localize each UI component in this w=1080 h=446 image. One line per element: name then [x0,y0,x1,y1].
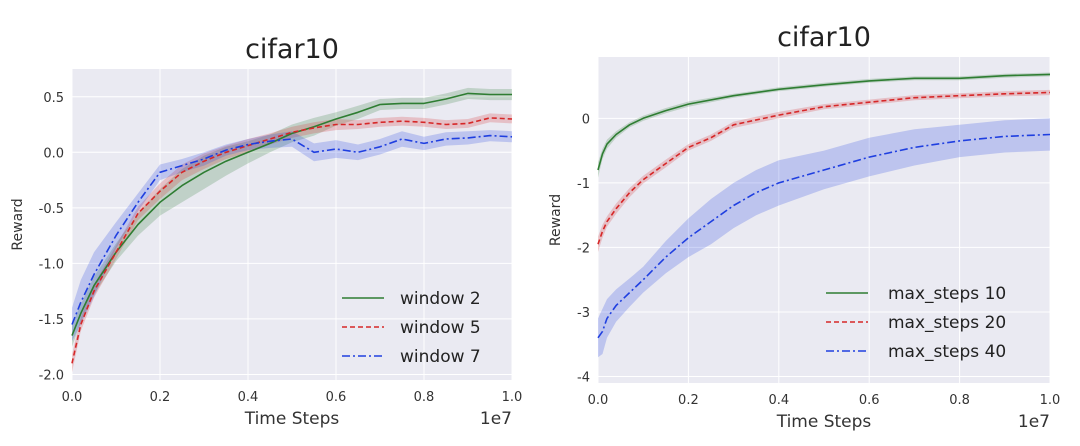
x-tick-label: 0.0 [62,390,83,405]
x-tick-label: 0.6 [326,390,347,405]
chart-panel-2: 0.0 0.2 0.4 0.6 0.8 1.0 -4 -3 -2 -1 0 cifar10 Time S… [548,22,1060,432]
x-tick-label: 0.2 [150,390,171,405]
x-tick-label: 1.0 [502,390,523,405]
legend-label: window 2 [400,289,481,309]
y-tick-label: -1.5 [39,313,64,328]
y-axis-label: Reward [10,198,26,250]
series-band-2 [72,113,512,373]
legend-label: window 7 [400,347,481,367]
x-tick-label: 0.4 [238,390,259,405]
plot-background [598,57,1050,383]
y-tick-label: -1.0 [39,257,64,272]
plot-background [72,69,512,380]
x-scale-label: 1e7 [480,409,512,429]
series-line-3 [71,134,513,325]
legend-label: window 5 [400,318,481,338]
y-tick-label: -3 [577,306,590,321]
legend-label: max_steps 10 [888,284,1006,304]
series-band-1 [598,72,1050,178]
y-tick-label: 0.5 [43,91,64,106]
series-line-3 [597,133,1051,339]
legend-label: max_steps 40 [888,342,1006,362]
x-tick-label: 0.8 [414,390,435,405]
x-scale-label: 1e7 [1018,412,1050,432]
chart-title: cifar10 [777,22,871,53]
x-tick-label: 1.0 [1040,393,1061,408]
x-axis-label: Time Steps [776,412,872,432]
y-tick-label: -0.5 [39,202,64,217]
x-axis-label: Time Steps [244,409,340,429]
legend-label: max_steps 20 [888,313,1006,333]
series-band-3 [598,118,1050,358]
x-tick-label: 0.4 [768,393,789,408]
chart-title: cifar10 [245,34,339,65]
y-tick-label: -1 [577,177,590,192]
chart-panel-1: 0.0 0.2 0.4 0.6 0.8 1.0 -2.0 -1.5 -1.0 -0.5 0.0 0.5… [10,34,522,429]
series-line-2 [597,91,1051,245]
y-tick-label: 0.0 [43,146,64,161]
series-line-1 [597,73,1051,171]
y-axis-label: Reward [548,194,564,246]
y-tick-label: -2 [577,241,590,256]
series-line-1 [71,92,512,336]
x-tick-label: 0.0 [588,393,609,408]
y-tick-label: 0 [582,112,590,127]
y-tick-label: -2.0 [39,368,64,383]
x-tick-label: 0.8 [949,393,970,408]
x-tick-label: 0.2 [678,393,699,408]
series-band-1 [72,87,512,347]
x-tick-label: 0.6 [859,393,880,408]
y-tick-label: -4 [577,371,590,386]
series-line-2 [71,117,513,364]
